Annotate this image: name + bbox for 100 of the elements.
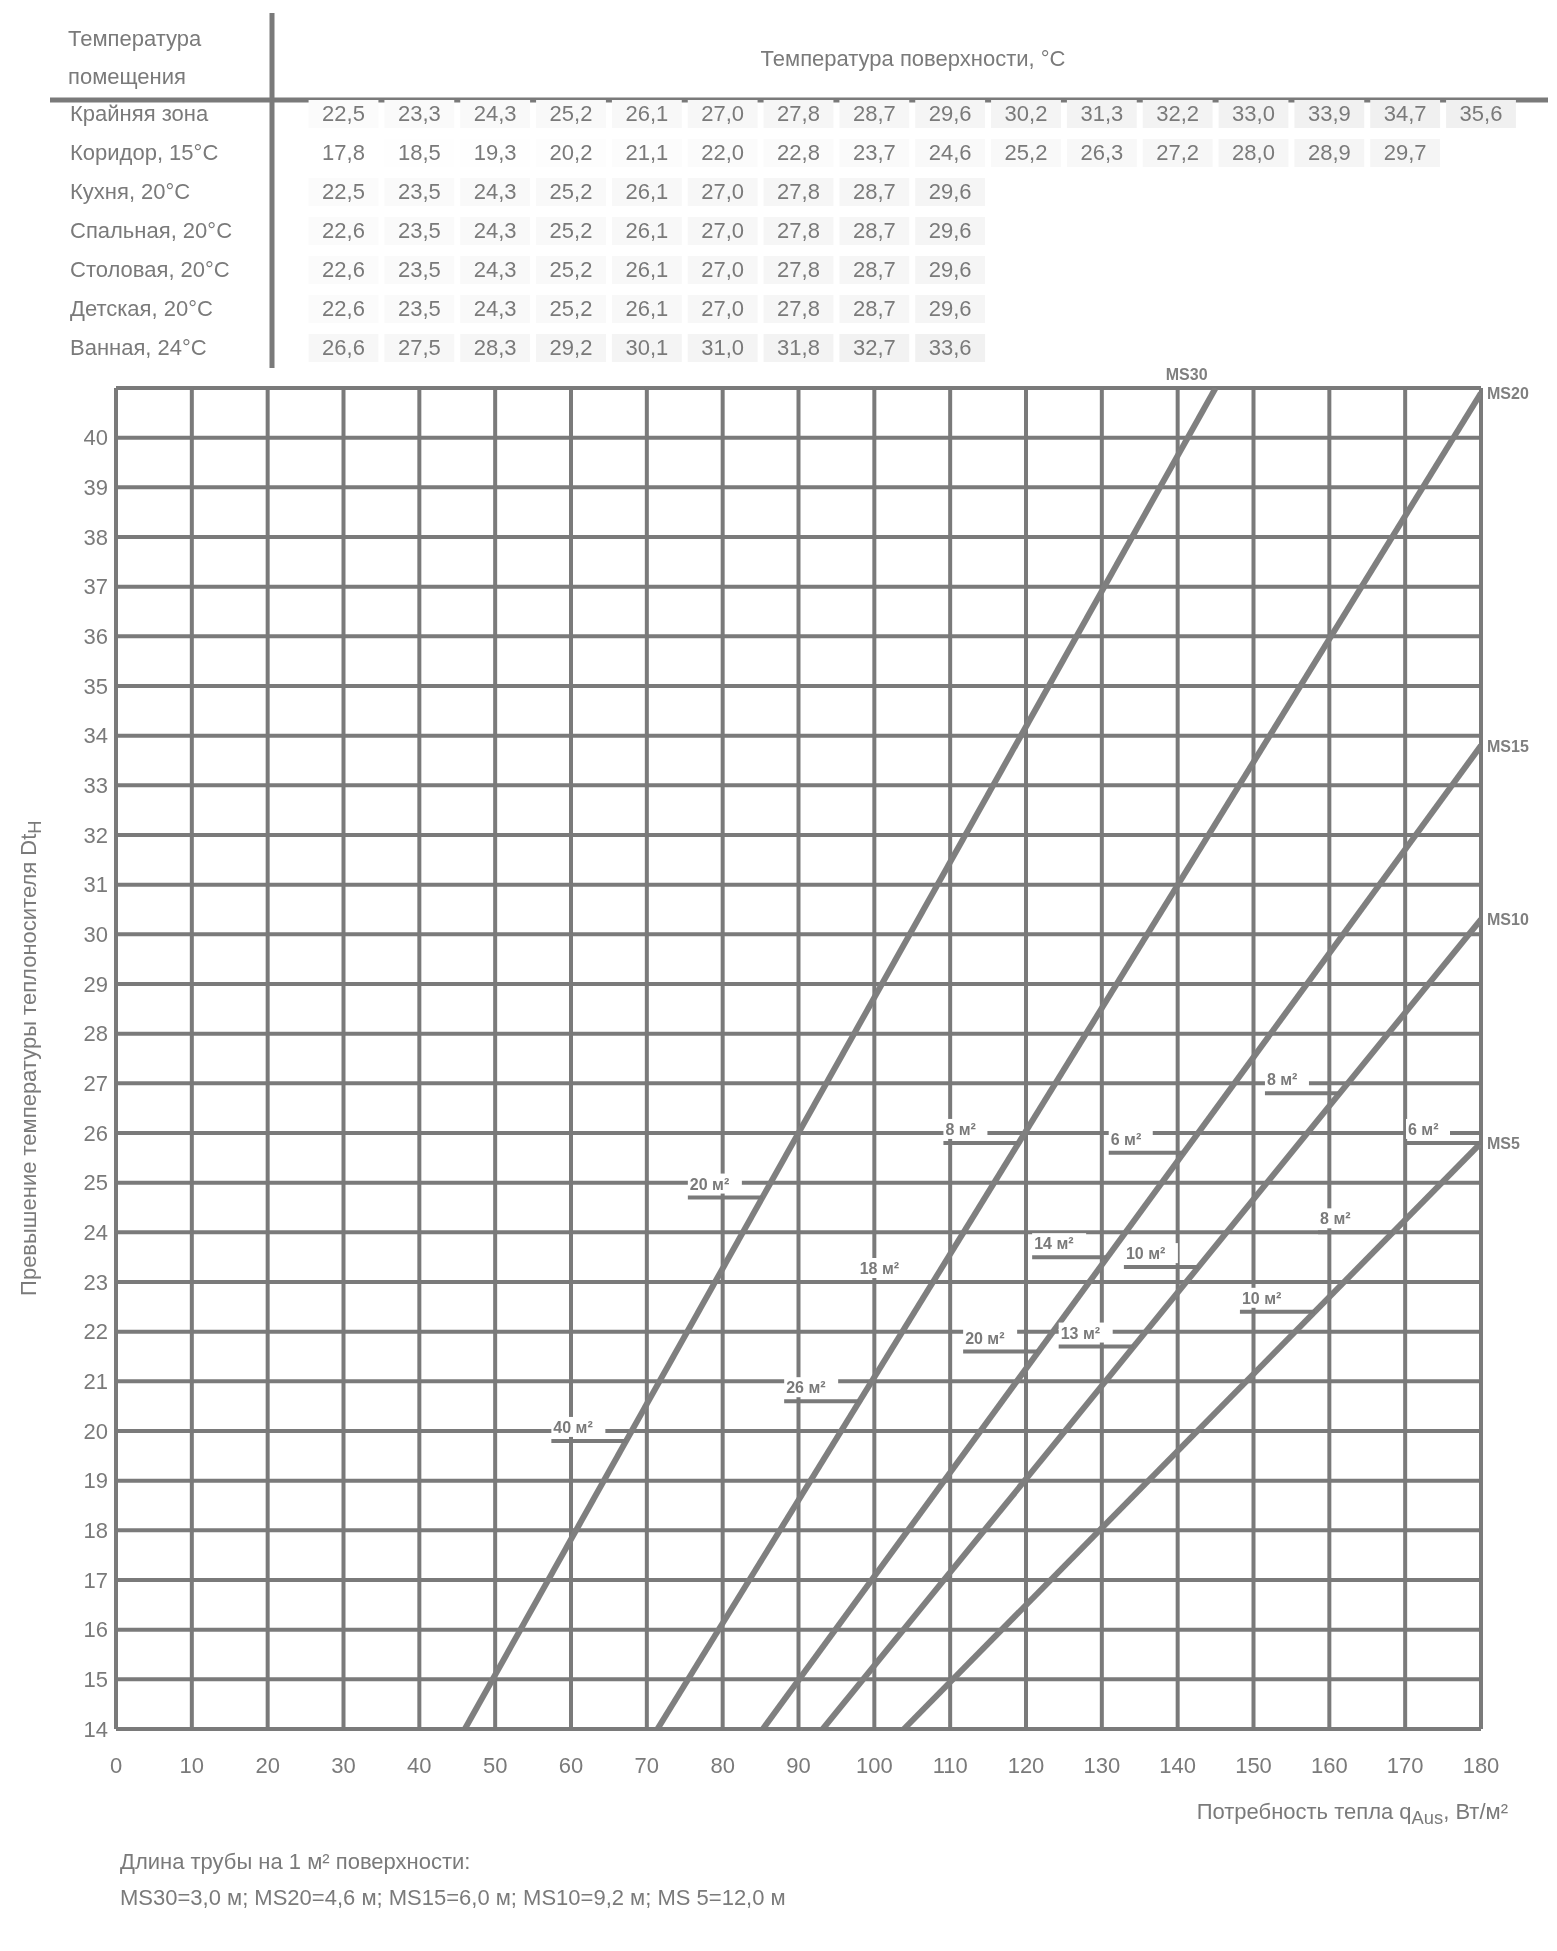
data-label: 29,6 [928,257,972,282]
data-label: 18,5 [397,140,441,165]
y-tick-label: 29 [83,971,108,997]
y-tick-label: 33 [83,773,108,799]
annotation: 8 м² [945,1120,976,1138]
x-axis-title: Потребность тепла q$_{Aus}$, Вт/м² [1196,1799,1508,1830]
data-label: 24,3 [473,257,517,282]
x-tick-label: 70 [634,1752,660,1778]
y-tick-label: 16 [83,1617,108,1643]
data-label: 25,2 [1004,140,1048,165]
text: MS30=3,0 м; MS20=4,6 м; MS15=6,0 м; MS10=9,2 м; MS 5=12,0 м [120,1885,786,1911]
data-label: 33,0 [1232,101,1275,126]
annotation: 14 м² [1034,1235,1074,1253]
x-tick-label: 170 [1386,1752,1424,1778]
x-tick-label: 100 [855,1752,893,1778]
data-label: 22,0 [701,140,745,165]
y-tick-label: Крайняя зона [70,101,209,126]
y-tick-label: 40 [83,425,108,451]
y-tick-label: 15 [83,1667,108,1693]
data-label: 22,5 [322,179,365,204]
y-tick-label: 26 [83,1120,108,1146]
y-tick-label: 25 [83,1170,108,1196]
y-tick-label: 32 [83,822,108,848]
x-tick-label: 150 [1235,1752,1272,1778]
data-label: 24,3 [473,296,517,321]
y-tick-label: 23 [83,1269,108,1295]
data-label: 25,2 [549,296,593,321]
x-tick-label: 40 [407,1752,432,1778]
data-label: 28,7 [852,296,896,321]
data-label: 32,7 [852,335,896,360]
x-tick-label: 80 [710,1752,735,1778]
annotation: 10 м² [1241,1289,1282,1307]
data-label: 26,1 [625,296,669,321]
data-label: 26,1 [625,257,669,282]
y-tick-label: 27 [83,1071,108,1097]
data-label: 27,5 [397,335,441,360]
data-label: 28,7 [852,101,896,126]
chart-title: Температура поверхности, °C [759,46,1067,72]
data-label: 31,3 [1080,101,1124,126]
y-tick-label: Ванная, 24°C [70,335,207,360]
data-label: 29,6 [928,101,972,126]
annotation: 13 м² [1060,1324,1101,1342]
data-label: 28,7 [852,179,896,204]
x-tick-label: 20 [255,1752,280,1778]
data-label: 23,5 [397,179,441,204]
y-tick-label: 17 [83,1567,108,1593]
y-tick-label: Коридор, 15°C [70,140,219,165]
data-label: 29,2 [549,335,593,360]
y-tick-label: 20 [83,1418,108,1444]
annotation: 20 м² [965,1329,1005,1347]
data-label: 27,0 [701,257,745,282]
data-label: 27,8 [777,101,820,126]
data-label: 23,5 [397,257,441,282]
y-tick-label: 21 [83,1369,108,1395]
x-tick-label: 130 [1083,1752,1121,1778]
y-tick-label: 39 [83,475,108,501]
data-label: 27,8 [777,257,820,282]
data-label: 27,8 [777,218,820,243]
data-label: 27,0 [701,218,745,243]
data-label: 24,6 [928,140,972,165]
data-label: 17,8 [322,140,365,165]
x-tick-label: 10 [179,1752,205,1778]
x-tick-label: 140 [1159,1752,1197,1778]
data-label: 29,6 [928,296,972,321]
data-label: 31,8 [777,335,820,360]
y-tick-label: 30 [83,922,108,948]
data-label: 26,6 [322,335,365,360]
y-tick-label: 35 [83,673,108,699]
y-tick-label: Спальная, 20°C [70,218,233,243]
data-label: 28,9 [1307,140,1351,165]
x-tick-label: 30 [331,1752,356,1778]
data-label: 21,1 [625,140,669,165]
data-label: 33,6 [928,335,972,360]
data-label: 34,7 [1383,101,1427,126]
y-tick-label: 14 [83,1716,108,1742]
y-tick-label: 22 [83,1319,108,1345]
annotation: 26 м² [786,1379,826,1397]
y-tick-label: 34 [83,723,108,749]
y-axis-title: Температура помещения [68,25,203,91]
data-label: 19,3 [473,140,517,165]
y-tick-label: 38 [83,524,108,550]
data-label: 32,2 [1156,101,1200,126]
data-label: 28,7 [852,257,896,282]
data-label: 29,7 [1383,140,1427,165]
x-tick-label: 90 [786,1752,811,1778]
y-tick-label: Детская, 20°C [70,296,213,321]
data-label: 26,3 [1080,140,1124,165]
data-label: 22,8 [777,140,820,165]
data-label: 25,2 [549,257,593,282]
data-label: 28,7 [852,218,896,243]
y-tick-label: 18 [83,1518,108,1544]
data-label: 24,3 [473,218,517,243]
annotation: 18 м² [859,1260,900,1277]
annotation: 8 м² [1266,1071,1298,1089]
data-label: 24,3 [473,179,517,204]
data-label: 29,6 [928,218,972,243]
data-label: 33,9 [1307,101,1351,126]
y-tick-label: 31 [83,872,108,898]
series-label: MS15 [1487,737,1529,755]
data-label: 30,2 [1004,101,1048,126]
